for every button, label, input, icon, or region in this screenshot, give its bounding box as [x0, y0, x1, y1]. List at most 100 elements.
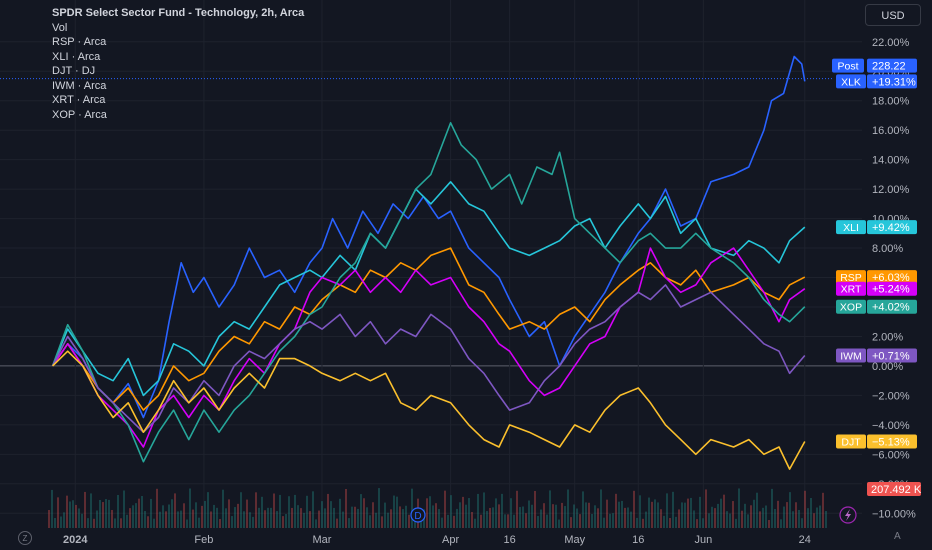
series-value-tag-xrt: [867, 281, 917, 296]
volume-bar: [816, 507, 818, 528]
volume-bar: [408, 514, 410, 528]
volume-bar: [465, 504, 467, 528]
volume-bar: [189, 488, 191, 528]
volume-bar: [675, 516, 677, 528]
volume-bar: [222, 489, 224, 528]
volume-bar: [153, 518, 155, 528]
volume-bar: [195, 502, 197, 528]
legend-item-iwm[interactable]: IWM · Arca: [52, 79, 107, 92]
volume-bar: [477, 493, 479, 528]
volume-bar: [561, 502, 563, 528]
volume-bar: [273, 493, 275, 528]
volume-bar: [558, 519, 560, 528]
y-tick-label: −6.00%: [872, 449, 910, 461]
volume-bar: [258, 507, 260, 528]
volume-bar: [507, 514, 509, 528]
volume-bar: [447, 514, 449, 528]
legend-item-xop[interactable]: XOP · Arca: [52, 108, 107, 121]
volume-bar: [777, 500, 779, 528]
volume-bar: [90, 493, 92, 528]
series-value-label: +19.31%: [872, 76, 916, 88]
volume-bar: [648, 497, 650, 528]
currency-button[interactable]: USD: [865, 4, 921, 26]
volume-bar: [729, 513, 731, 528]
volume-bar: [66, 495, 68, 528]
volume-bar: [225, 508, 227, 528]
volume-bar: [84, 491, 86, 528]
volume-bar: [267, 507, 269, 528]
legend-item-djt[interactable]: DJT · DJ: [52, 65, 96, 77]
volume-bar: [687, 498, 689, 528]
timezone-icon[interactable]: Z: [18, 531, 32, 545]
volume-bar: [405, 505, 407, 528]
volume-bar: [375, 512, 377, 528]
volume-bar: [612, 513, 614, 528]
volume-bar: [606, 499, 608, 528]
volume-bar: [318, 510, 320, 528]
y-tick-label: 18.00%: [872, 96, 910, 108]
volume-bar: [186, 519, 188, 528]
volume-bar: [540, 509, 542, 528]
volume-bar: [591, 514, 593, 528]
volume-bar: [294, 494, 296, 528]
volume-bar: [519, 507, 521, 528]
volume-bar: [525, 513, 527, 528]
volume-bar: [804, 490, 806, 528]
volume-value-label: 207.492 K: [871, 484, 922, 496]
series-value-tag-djt: [867, 434, 917, 449]
volume-bar: [426, 498, 428, 528]
volume-bar: [135, 503, 137, 528]
volume-bar: [201, 505, 203, 528]
volume-bar: [825, 510, 827, 528]
volume-bar: [462, 496, 464, 528]
volume-bar: [321, 501, 323, 528]
volume-bar: [456, 508, 458, 528]
volume-bar: [636, 517, 638, 528]
volume-bar: [711, 506, 713, 528]
volume-bar: [198, 517, 200, 528]
series-line-xli: [51, 181, 806, 397]
volume-bar: [645, 511, 647, 528]
volume-bar: [759, 511, 761, 528]
y-tick-label: −2.00%: [872, 390, 910, 402]
volume-bar: [486, 510, 488, 528]
volume-bar: [756, 492, 758, 528]
volume-bar: [615, 493, 617, 528]
series-value-tag-xop: [867, 299, 917, 314]
volume-bar: [96, 510, 98, 528]
volume-bar: [78, 508, 80, 528]
volume-bar: [747, 514, 749, 528]
x-tick-label: Mar: [312, 534, 331, 546]
volume-bar: [342, 511, 344, 528]
volume-bar: [813, 513, 815, 528]
volume-bar: [504, 514, 506, 528]
volume-bar: [624, 507, 626, 528]
volume-bar: [105, 499, 107, 528]
x-tick-label: 24: [799, 534, 811, 546]
volume-bar: [297, 505, 299, 528]
volume-bar: [576, 508, 578, 528]
series-line-djt: [52, 350, 806, 470]
volume-bar: [216, 507, 218, 528]
volume-bar: [345, 488, 347, 528]
legend-item-rsp[interactable]: RSP · Arca: [52, 36, 107, 48]
volume-bar: [696, 519, 698, 528]
y-tick-label: −10.00%: [872, 508, 916, 520]
volume-bar: [213, 504, 215, 528]
volume-bar: [522, 506, 524, 528]
legend-item-xli[interactable]: XLI · Arca: [52, 50, 101, 63]
volume-bar: [312, 491, 314, 528]
series-tag-djt: [836, 434, 866, 449]
volume-bar: [402, 509, 404, 528]
volume-bar: [255, 492, 257, 528]
volume-bar: [276, 511, 278, 528]
legend-item-vol[interactable]: Vol: [52, 21, 68, 34]
volume-bar: [390, 509, 392, 528]
volume-bar: [183, 503, 185, 528]
volume-bar: [399, 506, 401, 528]
legend-item-xrt[interactable]: XRT · Arca: [52, 94, 106, 106]
volume-bar: [441, 517, 443, 528]
volume-bar: [660, 509, 662, 528]
auto-scale-button[interactable]: A: [894, 531, 901, 542]
